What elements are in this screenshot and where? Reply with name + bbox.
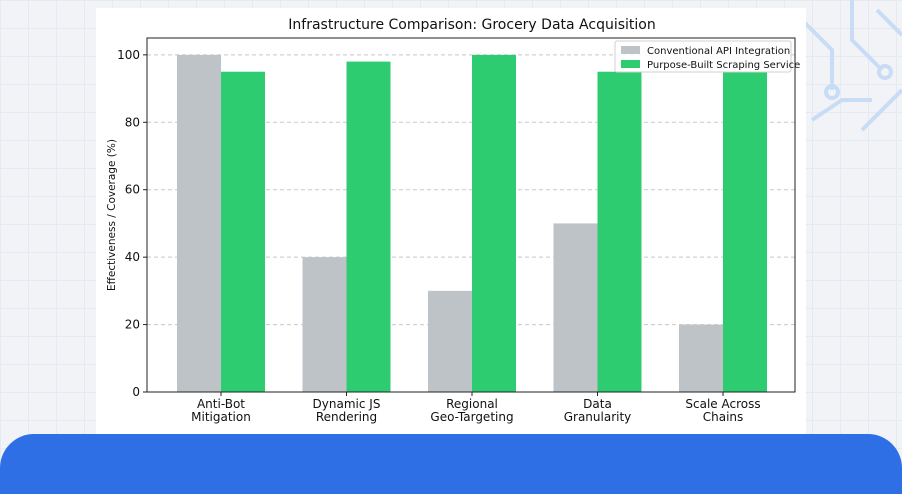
plot-frame xyxy=(146,37,796,393)
bottom-banner xyxy=(0,434,902,494)
x-tick-label: Anti-Bot xyxy=(197,397,245,411)
chart-title: Infrastructure Comparison: Grocery Data … xyxy=(288,17,655,33)
y-tick-label: 0 xyxy=(132,385,140,399)
x-tick-label: Granularity xyxy=(564,410,632,424)
x-tick-label: Dynamic JS xyxy=(313,397,381,411)
legend-label: Purpose-Built Scraping Service xyxy=(647,60,800,71)
legend-swatch xyxy=(621,60,640,68)
bar xyxy=(428,290,472,392)
bar xyxy=(346,61,391,392)
chart-card: Infrastructure Comparison: Grocery Data … xyxy=(96,8,806,434)
x-tick-label: Data xyxy=(583,397,612,411)
bar xyxy=(221,71,265,392)
bar xyxy=(597,71,642,392)
x-tick-label: Regional xyxy=(446,397,498,411)
legend-box xyxy=(614,40,792,73)
x-tick-label: Geo-Targeting xyxy=(430,410,513,424)
bar xyxy=(177,54,221,392)
legend-swatch xyxy=(621,46,640,54)
x-tick-label: Scale Across xyxy=(685,397,760,411)
bar xyxy=(553,223,598,392)
x-tick-label: Chains xyxy=(703,410,744,424)
bar xyxy=(302,257,347,392)
legend: Conventional API Integration Purpose-Buil… xyxy=(614,40,800,73)
circuit-decoration xyxy=(800,0,902,132)
y-axis-label: Effectiveness / Coverage (%) xyxy=(106,139,118,291)
bar xyxy=(723,71,767,392)
x-tick-label: Mitigation xyxy=(191,410,251,424)
y-tick-label: 20 xyxy=(125,318,140,332)
x-tick-label: Rendering xyxy=(316,410,377,424)
y-tick-label: 40 xyxy=(125,250,140,264)
y-tick-label: 80 xyxy=(125,115,140,129)
bar xyxy=(679,324,723,392)
legend-label: Conventional API Integration xyxy=(647,46,790,57)
y-tick-label: 100 xyxy=(117,48,140,62)
bar xyxy=(472,54,516,392)
y-tick-label: 60 xyxy=(125,183,140,197)
chart: Infrastructure Comparison: Grocery Data … xyxy=(106,17,800,424)
